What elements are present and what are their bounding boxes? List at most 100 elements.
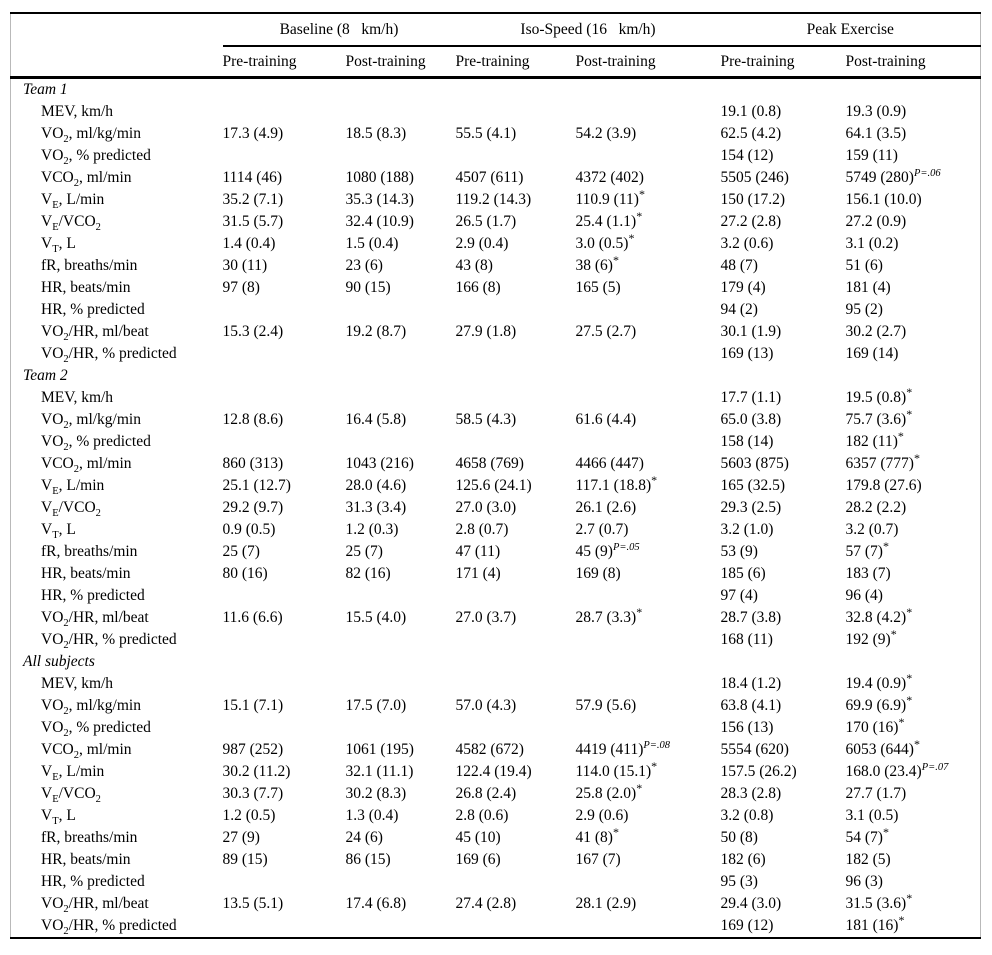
value-cell: 96 (4) [845,587,883,604]
value-cell: 192 (9)* [845,626,897,648]
value-cell: 12.8 (8.6) [222,411,284,428]
value-cell [223,717,346,739]
row-label: VO2/HR, % predicted [41,631,177,652]
row-label: VE, L/min [41,477,105,498]
value-cell: 2.7 (0.7) [575,521,629,538]
table-row: VE, L/min 35.2 (7.1) 35.3 (14.3) 119.2 (14.… [11,188,981,212]
column-header-baseline-pre: Pre-training [222,46,346,79]
value-cell: 63.8 (4.1) [720,697,782,714]
row-label: VCO2, ml/min [41,169,132,190]
value-cell: 860 (313) [222,455,284,472]
table-row: VCO2, ml/min 860 (313) 1043 (216) 4658 (769… [11,452,981,475]
value-cell: 182 (6) [720,851,766,868]
table-header: Baseline (8 km/h) Iso-Speed (16 km/h) Pe… [10,13,981,79]
value-cell [456,915,576,938]
value-cell: 47 (11) [455,543,501,560]
section-title-row: All subjects [11,651,981,673]
table-row: VE/VCO2 29.2 (9.7) 31.3 (3.4) 27.0 (3.0) 26.… [11,497,981,519]
row-label: VT, L [41,807,76,828]
column-group-peak-exercise: Peak Exercise [720,13,981,47]
value-cell [346,387,456,409]
value-cell [456,717,576,739]
value-cell: 158 (14) [720,433,774,450]
value-cell: 3.2 (1.0) [720,521,774,538]
table-row: VT, L 1.4 (0.4) 1.5 (0.4) 2.9 (0.4) 3.0 (0.5… [11,232,981,255]
value-cell [456,585,576,607]
value-cell [456,101,576,123]
value-cell: 58.5 (4.3) [455,411,517,428]
value-cell: 3.2 (0.6) [720,235,774,252]
value-cell: 30.1 (1.9) [720,323,782,340]
value-cell: 3.1 (0.2) [845,235,899,252]
value-cell: 30.3 (7.7) [222,785,284,802]
value-cell: 29.4 (3.0) [720,895,782,912]
value-cell: 17.3 (4.9) [222,125,284,142]
value-cell: 31.3 (3.4) [345,499,407,516]
value-cell: 5749 (280)P=.06 [845,167,941,186]
row-label: VO2/HR, ml/beat [41,895,149,916]
value-cell [223,673,346,695]
value-cell [223,145,346,167]
row-label: VCO2, ml/min [41,741,132,762]
value-cell: 182 (11)* [845,428,904,450]
row-label: VO2, % predicted [41,719,151,740]
row-label: VO2/HR, ml/beat [41,323,149,344]
row-label: VO2, % predicted [41,147,151,168]
value-cell: 25 (7) [222,543,260,560]
table-row: VCO2, ml/min 987 (252) 1061 (195) 4582 (672… [11,738,981,762]
value-cell: 25.1 (12.7) [222,477,291,494]
value-cell [223,915,346,938]
value-cell [346,629,456,651]
value-cell: 30.2 (2.7) [845,323,907,340]
value-cell: 95 (3) [720,873,758,890]
row-label: HR, beats/min [41,279,131,296]
table-row: HR, % predicted 97 (4) 96 (4) [11,585,981,607]
value-cell: 17.4 (6.8) [345,895,407,912]
value-cell: 57.0 (4.3) [455,697,517,714]
value-cell: 55.5 (4.1) [455,125,517,142]
value-cell: 25.4 (1.1)* [575,208,643,230]
value-cell [346,585,456,607]
table-row: VO2/HR, ml/beat 15.3 (2.4) 19.2 (8.7) 27.9 … [11,321,981,343]
row-label: VE, L/min [41,191,105,212]
value-cell: 26.8 (2.4) [455,785,517,802]
value-cell: 62.5 (4.2) [720,125,782,142]
value-cell: 23 (6) [345,257,383,274]
value-cell: 45 (10) [455,829,501,846]
value-cell: 53 (9) [720,543,758,560]
value-cell [223,431,346,453]
column-header-peak-post: Post-training [845,46,981,79]
results-table: Baseline (8 km/h) Iso-Speed (16 km/h) Pe… [10,12,982,939]
table-row: HR, beats/min 80 (16) 82 (16) 171 (4) 169 (8… [11,563,981,585]
table-row: HR, beats/min 97 (8) 90 (15) 166 (8) 165 (5)… [11,277,981,299]
value-cell: 28.1 (2.9) [575,895,637,912]
row-label: VO2/HR, ml/beat [41,609,149,630]
value-cell [576,915,721,938]
table-row: VO2, % predicted 158 (14) 182 (11)* [11,428,981,453]
value-cell [456,871,576,893]
value-cell: 168.0 (23.4)P=.07 [845,761,949,780]
value-cell: 4582 (672) [455,741,524,758]
value-cell: 32.4 (10.9) [345,213,414,230]
value-cell: 150 (17.2) [720,191,786,208]
value-cell [576,629,721,651]
value-cell: 1.4 (0.4) [222,235,276,252]
value-cell [346,145,456,167]
value-cell [456,387,576,409]
value-cell: 159 (11) [845,147,898,164]
value-cell: 17.7 (1.1) [720,389,782,406]
value-cell: 48 (7) [720,257,758,274]
value-cell [576,871,721,893]
value-cell [223,343,346,365]
column-header-iso-pre: Pre-training [455,46,576,79]
value-cell: 29.2 (9.7) [222,499,284,516]
value-cell: 75.7 (3.6)* [845,406,913,428]
value-cell: 182 (5) [845,851,891,868]
value-cell: 181 (4) [845,279,891,296]
value-cell: 179.8 (27.6) [845,477,922,494]
value-cell: 86 (15) [345,851,391,868]
value-cell [576,101,721,123]
value-cell: 18.5 (8.3) [345,125,407,142]
value-cell: 30.2 (11.2) [222,763,291,780]
